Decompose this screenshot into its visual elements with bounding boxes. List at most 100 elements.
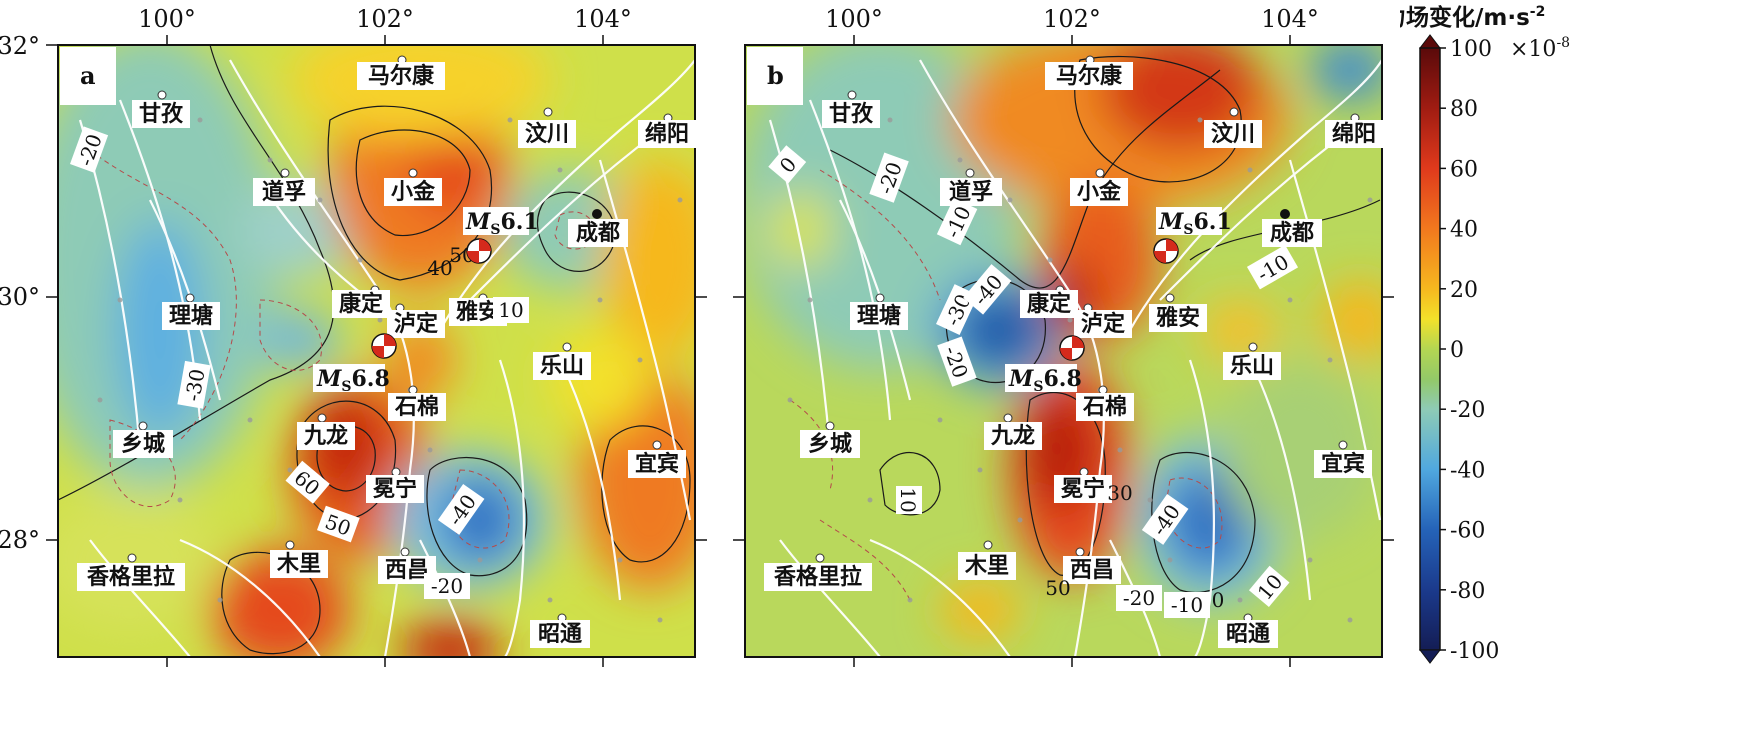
city-chengdu: 成都 [568, 209, 628, 247]
colorbar-gradient [1418, 34, 1442, 664]
colorbar: 重力场变化/m·s-2 100 80 60 40 20 0 -20 -40 -60 -80 -100… [1400, 4, 1570, 664]
city-wenchuan: 汶川 [1204, 107, 1262, 148]
svg-text:-20: -20 [1123, 586, 1155, 610]
svg-text:石棉: 石棉 [1082, 394, 1127, 420]
svg-text:泸定: 泸定 [394, 311, 438, 337]
city-litang: 理塘 [162, 293, 220, 330]
city-mianning: 冕宁 [366, 467, 424, 503]
svg-text:宜宾: 宜宾 [635, 451, 679, 477]
svg-text:-20: -20 [431, 574, 463, 598]
x-tick-label: 102° [1043, 5, 1101, 33]
svg-text:九龙: 九龙 [303, 424, 348, 449]
panel-a-frame [57, 44, 696, 658]
panel-a-map: 100° 102° 104° 32° 30° 28° a 甘孜 马尔康 汶川 绵… [0, 5, 707, 667]
svg-text:汶川: 汶川 [525, 121, 569, 147]
svg-text:40: 40 [427, 256, 452, 280]
svg-text:香格里拉: 香格里拉 [774, 564, 862, 590]
svg-text:绵阳: 绵阳 [645, 121, 689, 147]
city-shimian: 石棉 [1076, 385, 1134, 421]
y-tick-label: 28° [0, 526, 40, 554]
svg-text:木里: 木里 [276, 552, 321, 577]
x-tick-label: 102° [356, 5, 414, 33]
city-zhaotong: 昭通 [1218, 613, 1278, 648]
svg-text:木里: 木里 [964, 554, 1009, 579]
svg-text:雅安: 雅安 [1156, 305, 1200, 331]
city-xiangcheng: 乡城 [113, 421, 173, 458]
city-yaan: 雅安 [1149, 293, 1207, 332]
city-mianyang: 绵阳 [1325, 113, 1383, 148]
city-shimian: 石棉 [388, 385, 446, 421]
city-yibin: 宜宾 [1314, 440, 1372, 478]
svg-text:甘孜: 甘孜 [139, 101, 184, 127]
city-jiulong: 九龙 [297, 413, 355, 450]
y-tick-label: 32° [0, 32, 40, 60]
city-kangding: 康定 [1020, 285, 1078, 318]
svg-text:冕宁: 冕宁 [373, 476, 417, 502]
colorbar-unit: ×10-8 [1510, 35, 1570, 62]
city-leshan: 乐山 [533, 342, 591, 380]
city-maerkang: 马尔康 [1045, 55, 1133, 90]
colorbar-tick-label: -80 [1450, 579, 1485, 604]
svg-text:昭通: 昭通 [538, 622, 582, 647]
city-chengdu: 成都 [1262, 209, 1322, 247]
city-leshan: 乐山 [1223, 342, 1281, 380]
svg-text:MS6.8: MS6.8 [316, 366, 390, 395]
city-ganzi: 甘孜 [132, 90, 190, 128]
svg-text:石棉: 石棉 [394, 394, 439, 420]
colorbar-tick-label: -40 [1450, 458, 1485, 483]
panel-a-quake-ms61: MS6.1 [463, 207, 539, 264]
colorbar-tick-label: -100 [1450, 639, 1499, 664]
x-tick-label: 100° [138, 5, 196, 33]
svg-text:九龙: 九龙 [990, 424, 1035, 449]
y-tick-label: 30° [0, 283, 40, 311]
svg-text:-10: -10 [1171, 593, 1203, 617]
svg-text:MS6.1: MS6.1 [1158, 209, 1232, 238]
x-tick-label: 104° [574, 5, 632, 33]
colorbar-tick-label: 20 [1450, 278, 1478, 303]
city-daofu: 道孚 [253, 168, 315, 206]
x-tick-label: 100° [825, 5, 883, 33]
svg-text:昭通: 昭通 [1226, 622, 1270, 647]
colorbar-title: 重力场变化/m·s-2 [1400, 4, 1545, 31]
svg-text:MS6.8: MS6.8 [1008, 366, 1082, 395]
svg-text:成都: 成都 [1270, 221, 1314, 246]
city-maerkang: 马尔康 [357, 55, 445, 90]
svg-text:西昌: 西昌 [385, 558, 429, 583]
colorbar-tick-label: 0 [1450, 338, 1464, 363]
city-xiangcheng: 乡城 [800, 421, 860, 458]
svg-text:10: 10 [896, 487, 920, 512]
svg-text:乡城: 乡城 [808, 431, 852, 457]
svg-text:西昌: 西昌 [1070, 558, 1114, 583]
svg-text:绵阳: 绵阳 [1332, 121, 1376, 147]
city-xianggelila: 香格里拉 [77, 553, 185, 591]
svg-text:50: 50 [1045, 576, 1070, 600]
svg-text:香格里拉: 香格里拉 [87, 564, 175, 590]
colorbar-tick-label: 100 [1450, 37, 1492, 62]
svg-text:道孚: 道孚 [262, 179, 306, 205]
city-jiulong: 九龙 [984, 413, 1042, 450]
svg-text:小金: 小金 [391, 179, 436, 205]
city-yibin: 宜宾 [628, 440, 686, 478]
city-xiaojin: 小金 [384, 168, 442, 206]
city-xianggelila: 香格里拉 [764, 553, 872, 591]
svg-text:泸定: 泸定 [1081, 311, 1125, 337]
city-xiaojin: 小金 [1070, 168, 1128, 206]
panel-letter: b [767, 61, 784, 90]
svg-text:甘孜: 甘孜 [829, 101, 874, 127]
city-luding: 泸定 [387, 303, 445, 338]
svg-text:康定: 康定 [339, 291, 383, 317]
svg-text:马尔康: 马尔康 [368, 63, 435, 89]
panel-letter: a [80, 61, 96, 90]
svg-text:乡城: 乡城 [121, 431, 165, 457]
panel-b-cities: 甘孜 马尔康 汶川 绵阳 道孚 小金 成都 理塘 康定 泸定 雅安 乐山 石棉 … [764, 55, 1383, 648]
colorbar-tick-label: 40 [1450, 218, 1478, 243]
city-ganzi: 甘孜 [822, 90, 880, 128]
colorbar-tick-label: 80 [1450, 97, 1478, 122]
svg-text:冕宁: 冕宁 [1061, 476, 1105, 502]
svg-text:马尔康: 马尔康 [1056, 63, 1123, 89]
city-daofu: 道孚 [940, 168, 1002, 206]
panel-b-frame [744, 44, 1383, 658]
colorbar-tick-label: 60 [1450, 157, 1478, 182]
svg-text:宜宾: 宜宾 [1321, 451, 1365, 477]
svg-text:理塘: 理塘 [857, 303, 901, 329]
